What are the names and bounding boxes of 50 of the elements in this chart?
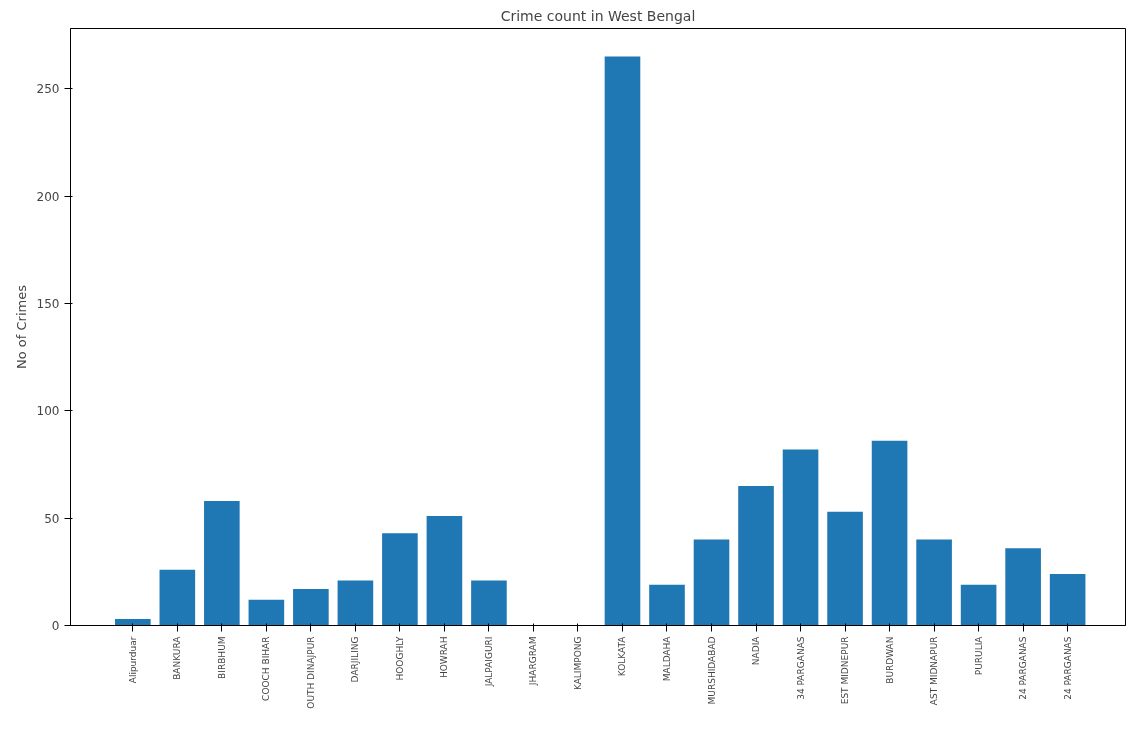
bar: [604, 56, 641, 626]
x-tick-label: Alipurduar: [127, 636, 138, 684]
bar: [293, 588, 329, 626]
x-tick-label: BIRBHUM: [216, 636, 227, 679]
x-tick-label: MALDAHA: [662, 635, 672, 682]
x-tick-label: BURDWAN: [884, 636, 895, 684]
x-tick-label: KOLKATA: [617, 635, 628, 677]
x-tick-label: KALIMPONG: [572, 636, 583, 691]
bar: [649, 584, 685, 626]
bar: [1049, 573, 1086, 626]
x-tick-label: JHARGRAM: [528, 636, 539, 687]
bar: [871, 440, 908, 626]
bar: [738, 485, 774, 626]
bar: [204, 500, 240, 626]
x-tick-label: COOCH BIHAR: [261, 636, 272, 701]
chart-title: Crime count in West Bengal: [500, 7, 696, 24]
x-tick-label: NADIA: [751, 635, 762, 666]
bar: [337, 580, 374, 626]
x-tick-label: 34 PARGANAS: [795, 636, 806, 700]
x-tick-label: BANKURA: [172, 635, 183, 680]
bar: [115, 619, 151, 626]
y-tick-label: 100: [36, 404, 60, 419]
x-tick-label: AST MIDNAPUR: [929, 636, 940, 706]
bar: [693, 539, 730, 626]
y-tick-label: 50: [44, 511, 60, 526]
y-axis-title: No of Crimes: [13, 284, 29, 369]
bar: [916, 539, 952, 626]
bar: [782, 449, 819, 626]
x-tick-label: PURULIA: [973, 635, 984, 676]
x-tick-label: DARJILING: [350, 636, 361, 683]
bar: [159, 569, 196, 626]
x-tick-label: 24 PARGANAS: [1018, 636, 1029, 700]
x-tick-label: MURSHIDABAD: [706, 636, 717, 705]
bar: [1005, 548, 1041, 626]
y-tick-label: 150: [36, 296, 60, 311]
y-tick-label: 200: [36, 189, 60, 204]
x-tick-label: JALPAIGURI: [483, 636, 494, 688]
bar: [382, 533, 418, 626]
y-tick-label: 250: [36, 82, 60, 97]
bar: [471, 580, 507, 626]
bar: [426, 515, 463, 626]
bar: [248, 599, 285, 626]
x-tick-label: 24 PARGANAS: [1062, 636, 1073, 700]
y-tick-label: 0: [51, 619, 60, 633]
bar: [827, 511, 863, 626]
x-tick-label: HOOGHLY: [394, 636, 405, 681]
x-tick-label: HOWRAH: [439, 636, 450, 679]
bar: [960, 584, 997, 626]
x-tick-label: EST MIDNEPUR: [840, 636, 851, 705]
x-tick-label: OUTH DINAJPUR: [305, 636, 316, 709]
